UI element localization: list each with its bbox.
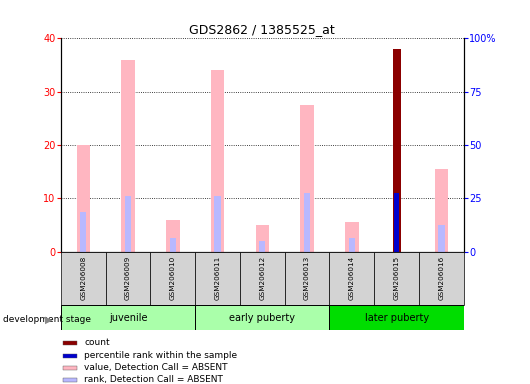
Title: GDS2862 / 1385525_at: GDS2862 / 1385525_at (190, 23, 335, 36)
Text: percentile rank within the sample: percentile rank within the sample (84, 351, 237, 360)
Bar (61, 305, 195, 330)
Bar (63, 377, 77, 382)
Bar (215, 195, 220, 252)
Bar (195, 252, 240, 305)
Bar (121, 60, 135, 252)
Bar (125, 195, 131, 252)
Bar (285, 252, 330, 305)
Bar (170, 238, 176, 252)
Bar (151, 252, 195, 305)
Bar (393, 49, 401, 252)
Bar (304, 193, 310, 252)
Bar (394, 193, 399, 252)
Text: rank, Detection Call = ABSENT: rank, Detection Call = ABSENT (84, 375, 223, 384)
Text: GSM206012: GSM206012 (259, 256, 266, 300)
Bar (330, 305, 464, 330)
Text: count: count (84, 338, 110, 348)
Text: later puberty: later puberty (365, 313, 429, 323)
Text: GSM206016: GSM206016 (438, 256, 444, 300)
Bar (374, 252, 419, 305)
Bar (349, 238, 355, 252)
Text: GSM206011: GSM206011 (215, 256, 220, 300)
Text: development stage: development stage (3, 315, 91, 324)
Text: GSM206010: GSM206010 (170, 256, 176, 300)
Bar (105, 252, 151, 305)
Bar (438, 225, 445, 252)
Bar (345, 222, 359, 252)
Bar (195, 305, 330, 330)
Text: early puberty: early puberty (229, 313, 295, 323)
Bar (80, 212, 86, 252)
Bar (63, 341, 77, 345)
Bar (61, 252, 105, 305)
Bar (211, 70, 224, 252)
Bar (435, 169, 448, 252)
Bar (255, 225, 269, 252)
Bar (63, 354, 77, 358)
Bar (63, 366, 77, 369)
Text: GSM206009: GSM206009 (125, 256, 131, 300)
Text: juvenile: juvenile (109, 313, 147, 323)
Bar (419, 252, 464, 305)
Text: GSM206008: GSM206008 (81, 256, 86, 300)
Text: GSM206014: GSM206014 (349, 256, 355, 300)
Text: GSM206015: GSM206015 (394, 256, 400, 300)
Text: ▶: ▶ (45, 314, 52, 324)
Bar (77, 145, 90, 252)
Bar (330, 252, 374, 305)
Bar (166, 220, 180, 252)
Text: GSM206013: GSM206013 (304, 256, 310, 300)
Text: value, Detection Call = ABSENT: value, Detection Call = ABSENT (84, 363, 228, 372)
Bar (259, 241, 266, 252)
Bar (240, 252, 285, 305)
Bar (301, 105, 314, 252)
